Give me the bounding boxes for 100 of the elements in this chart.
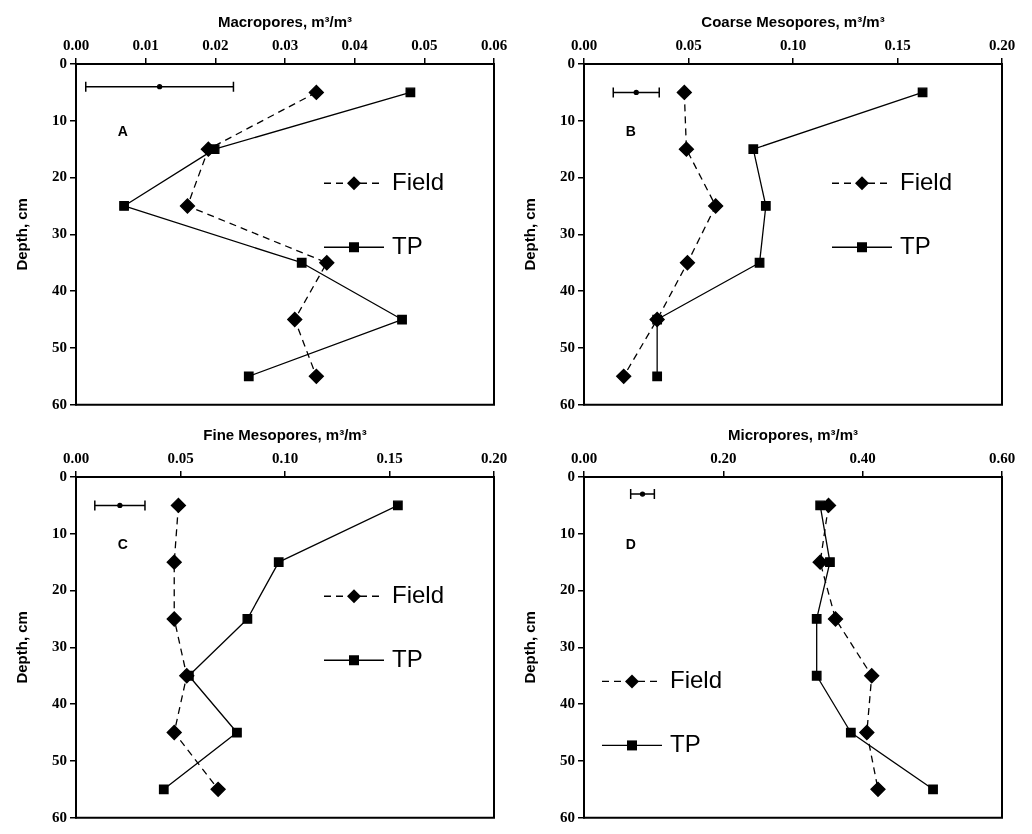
y-tick-label: 10: [560, 111, 575, 128]
x-axis-title: Macropores, m³/m³: [217, 13, 353, 31]
annotation: A: [117, 123, 128, 139]
x-tick-label: 0.06: [480, 36, 508, 53]
x-tick-label: 0.00: [570, 449, 598, 466]
point: [811, 670, 822, 681]
y-axis-title: Depth, cm: [521, 611, 539, 684]
point: [243, 371, 254, 382]
point: [179, 198, 196, 214]
point: [825, 557, 835, 568]
annotation: D: [625, 536, 636, 552]
point: [859, 724, 875, 741]
point: [928, 784, 938, 795]
point: [242, 614, 253, 624]
y-tick-label: 60: [560, 395, 575, 412]
x-axis-title: Micropores, m³/m³: [727, 426, 859, 444]
x-tick-label: 0.10: [271, 449, 299, 466]
point: [232, 727, 242, 738]
point: [158, 784, 169, 795]
y-tick-label: 30: [52, 225, 67, 242]
y-tick-label: 40: [52, 282, 67, 299]
point: [405, 87, 416, 98]
y-tick-label: 50: [52, 751, 67, 768]
point: [827, 611, 844, 627]
x-tick-label: 0.00: [62, 449, 90, 466]
y-tick-label: 30: [560, 638, 575, 655]
x-axis-title: Coarse Mesopores, m³/m³: [701, 13, 885, 31]
point: [708, 198, 724, 214]
point: [166, 554, 182, 570]
y-tick-label: 60: [560, 808, 575, 825]
y-tick-label: 20: [560, 581, 575, 598]
point: [179, 668, 195, 684]
point: [864, 668, 880, 684]
point: [754, 257, 765, 268]
legend-label: TP: [900, 231, 931, 259]
y-tick-label: 40: [560, 282, 575, 299]
legend-label: Field: [392, 167, 445, 195]
point: [166, 724, 182, 741]
x-tick-label: 0.60: [988, 449, 1016, 466]
y-tick-label: 0: [59, 54, 67, 71]
y-tick-label: 50: [560, 338, 575, 355]
legend-label: TP: [392, 644, 423, 672]
y-axis-title: Depth, cm: [13, 198, 31, 271]
point: [397, 314, 407, 325]
point: [676, 84, 692, 101]
point: [287, 311, 303, 328]
y-tick-label: 50: [52, 338, 67, 355]
point: [308, 368, 324, 384]
x-tick-label: 0.03: [271, 36, 299, 53]
y-tick-label: 40: [560, 695, 575, 712]
point: [845, 727, 856, 738]
x-tick-label: 0.20: [710, 449, 737, 466]
x-tick-label: 0.00: [62, 36, 90, 53]
x-tick-label: 0.04: [341, 36, 369, 53]
y-tick-label: 0: [59, 467, 67, 484]
point: [392, 500, 403, 511]
point: [308, 84, 324, 101]
y-tick-label: 50: [560, 751, 575, 768]
point: [166, 611, 182, 627]
point: [760, 201, 771, 211]
annotation: B: [625, 123, 636, 139]
y-tick-label: 0: [567, 467, 575, 484]
point: [870, 781, 886, 797]
y-tick-label: 20: [52, 581, 67, 598]
point: [917, 87, 928, 98]
y-tick-label: 20: [560, 168, 575, 185]
point: [811, 614, 822, 624]
y-tick-label: 60: [52, 808, 67, 825]
y-tick-label: 0: [567, 54, 575, 71]
legend-label: Field: [392, 580, 445, 608]
y-tick-label: 30: [52, 638, 67, 655]
x-tick-label: 0.20: [480, 449, 508, 466]
point: [679, 255, 696, 271]
x-tick-label: 0.05: [167, 449, 194, 466]
y-tick-label: 10: [52, 524, 67, 541]
point: [119, 201, 129, 211]
x-tick-label: 0.20: [988, 36, 1016, 53]
point: [296, 257, 307, 268]
y-axis-title: Depth, cm: [13, 611, 31, 684]
point: [319, 255, 335, 271]
x-tick-label: 0.00: [570, 36, 598, 53]
point: [652, 371, 663, 382]
point: [616, 368, 632, 384]
y-tick-label: 40: [52, 695, 67, 712]
y-tick-label: 30: [560, 225, 575, 242]
legend-label: TP: [670, 730, 701, 758]
point: [748, 144, 759, 155]
x-tick-label: 0.01: [132, 36, 159, 53]
x-tick-label: 0.10: [779, 36, 807, 53]
legend-label: Field: [670, 666, 723, 694]
x-tick-label: 0.40: [849, 449, 876, 466]
y-axis-title: Depth, cm: [521, 198, 539, 271]
x-axis-title: Fine Mesopores, m³/m³: [203, 426, 367, 444]
point: [210, 781, 226, 797]
x-tick-label: 0.02: [202, 36, 229, 53]
y-tick-label: 20: [52, 168, 67, 185]
y-tick-label: 10: [560, 524, 575, 541]
x-tick-label: 0.05: [675, 36, 702, 53]
x-tick-label: 0.05: [411, 36, 438, 53]
x-tick-label: 0.15: [376, 449, 403, 466]
